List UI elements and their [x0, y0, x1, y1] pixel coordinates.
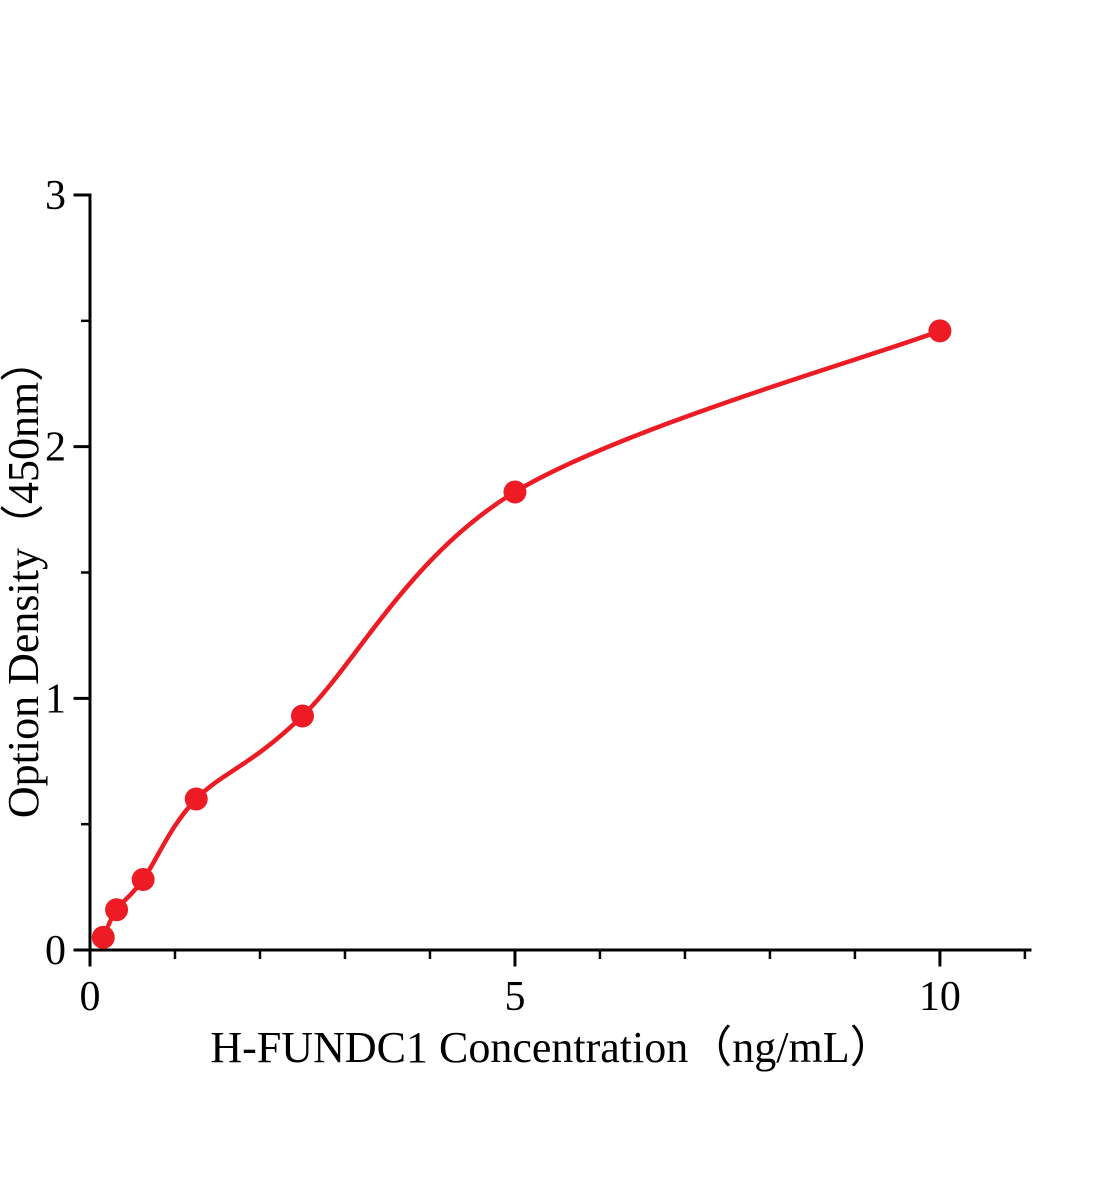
- y-axis-title: Option Density（450nm）: [0, 338, 48, 818]
- y-tick-label: 1: [45, 676, 66, 722]
- data-point: [105, 898, 129, 922]
- x-tick-label: 0: [80, 974, 101, 1020]
- data-point: [91, 925, 115, 949]
- y-tick-label: 2: [45, 425, 66, 471]
- y-tick-label: 3: [45, 173, 66, 219]
- data-point: [290, 704, 314, 728]
- x-axis-title: H-FUNDC1 Concentration（ng/mL）: [210, 1023, 893, 1072]
- fit-curve-line: [101, 328, 943, 940]
- data-point: [131, 868, 155, 892]
- data-point: [503, 480, 527, 504]
- data-point: [184, 787, 208, 811]
- x-tick-label: 5: [504, 974, 525, 1020]
- x-tick-label: 10: [919, 974, 961, 1020]
- y-tick-label: 0: [45, 928, 66, 974]
- chart-layer: 0 5 10 0 1 2 3: [45, 173, 1032, 1020]
- data-point: [928, 319, 952, 343]
